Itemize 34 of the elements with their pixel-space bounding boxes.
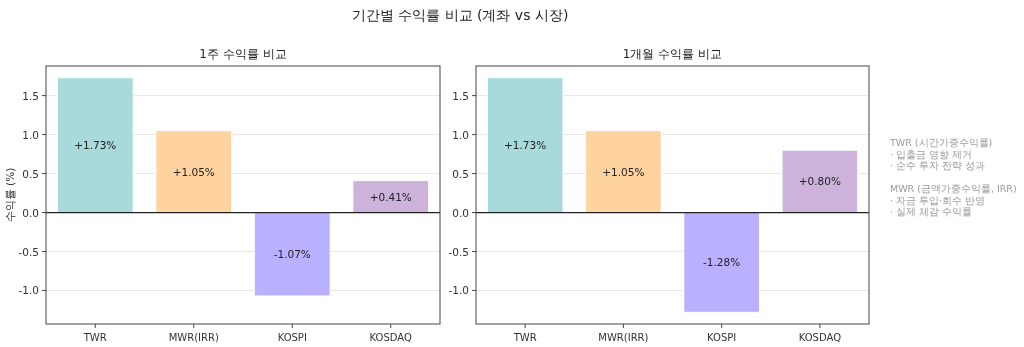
- chart-title: 1개월 수익률 비교: [622, 47, 723, 61]
- y-tick-label: -0.5: [18, 245, 39, 258]
- x-tick-label: TWR: [512, 332, 537, 343]
- y-tick-label: 1.0: [22, 128, 39, 141]
- x-tick-label: KOSDAQ: [798, 332, 842, 343]
- data-label: +0.80%: [798, 175, 841, 188]
- y-tick-label: -1.0: [18, 284, 39, 297]
- x-tick-label: MWR(IRR): [168, 332, 219, 343]
- data-label: +1.05%: [172, 165, 215, 178]
- data-label: +1.73%: [504, 139, 547, 152]
- data-label: -1.28%: [703, 256, 741, 269]
- x-tick-label: KOSDAQ: [369, 332, 413, 343]
- x-tick-label: KOSPI: [707, 332, 737, 343]
- data-label: +1.73%: [74, 139, 117, 152]
- y-tick-label: 0.0: [22, 206, 39, 219]
- y-tick-label: 1.5: [452, 89, 469, 102]
- text: 기간별 수익률 비교 (계좌 vs 시장): [351, 7, 569, 23]
- x-tick-label: MWR(IRR): [598, 332, 649, 343]
- text: TWR (시간가중수익률) · 입출금 영향 제거 · 순수 투자 전략 성과: [889, 137, 993, 171]
- y-tick-label: 1.5: [22, 89, 39, 102]
- y-tick-label: -1.0: [448, 284, 469, 297]
- y-axis-title: 수익률 (%): [4, 167, 16, 223]
- chart-title: 1주 수익률 비교: [199, 47, 287, 61]
- data-label: +1.05%: [602, 165, 645, 178]
- y-tick-label: 0.0: [452, 206, 469, 219]
- x-tick-label: KOSPI: [277, 332, 307, 343]
- y-tick-label: -0.5: [448, 245, 469, 258]
- x-tick-label: TWR: [82, 332, 107, 343]
- text: MWR (금액가중수익률, IRR) · 자금 투입·회수 반영 · 실제 체감 수익률: [890, 183, 1017, 217]
- y-tick-label: 0.5: [452, 167, 469, 180]
- data-label: -1.07%: [273, 248, 311, 261]
- y-tick-label: 0.5: [22, 167, 39, 180]
- y-tick-label: 1.0: [452, 128, 469, 141]
- data-label: +0.41%: [369, 190, 412, 203]
